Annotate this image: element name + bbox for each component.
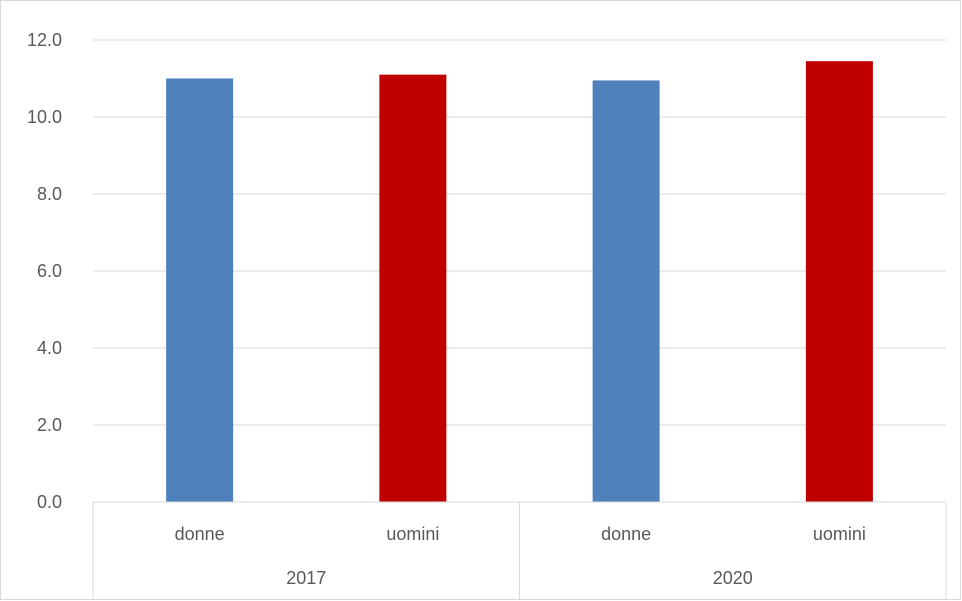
y-tick-label: 2.0 — [37, 415, 62, 435]
y-tick-label: 8.0 — [37, 184, 62, 204]
category-label: uomini — [386, 524, 439, 544]
y-tick-label: 6.0 — [37, 261, 62, 281]
category-label: donne — [601, 524, 651, 544]
gridlines — [93, 39, 946, 426]
bar-2020-uomini — [805, 61, 873, 503]
bar-2017-uomini — [379, 74, 447, 503]
y-tick-label: 10.0 — [27, 107, 62, 127]
category-label: donne — [175, 524, 225, 544]
category-label: uomini — [813, 524, 866, 544]
y-tick-label: 12.0 — [27, 30, 62, 50]
y-tick-label: 0.0 — [37, 492, 62, 512]
x-axis-category-labels: donne uomini donne uomini 2017 2020 — [175, 524, 866, 588]
group-label: 2017 — [286, 568, 326, 588]
group-label: 2020 — [713, 568, 753, 588]
x-axis — [92, 501, 947, 600]
bar-2017-donne — [166, 78, 234, 502]
bar-2020-donne — [592, 80, 660, 503]
y-tick-label: 4.0 — [37, 338, 62, 358]
bars — [166, 61, 873, 503]
y-axis-ticks: 0.0 2.0 4.0 6.0 8.0 10.0 12.0 — [27, 30, 62, 512]
